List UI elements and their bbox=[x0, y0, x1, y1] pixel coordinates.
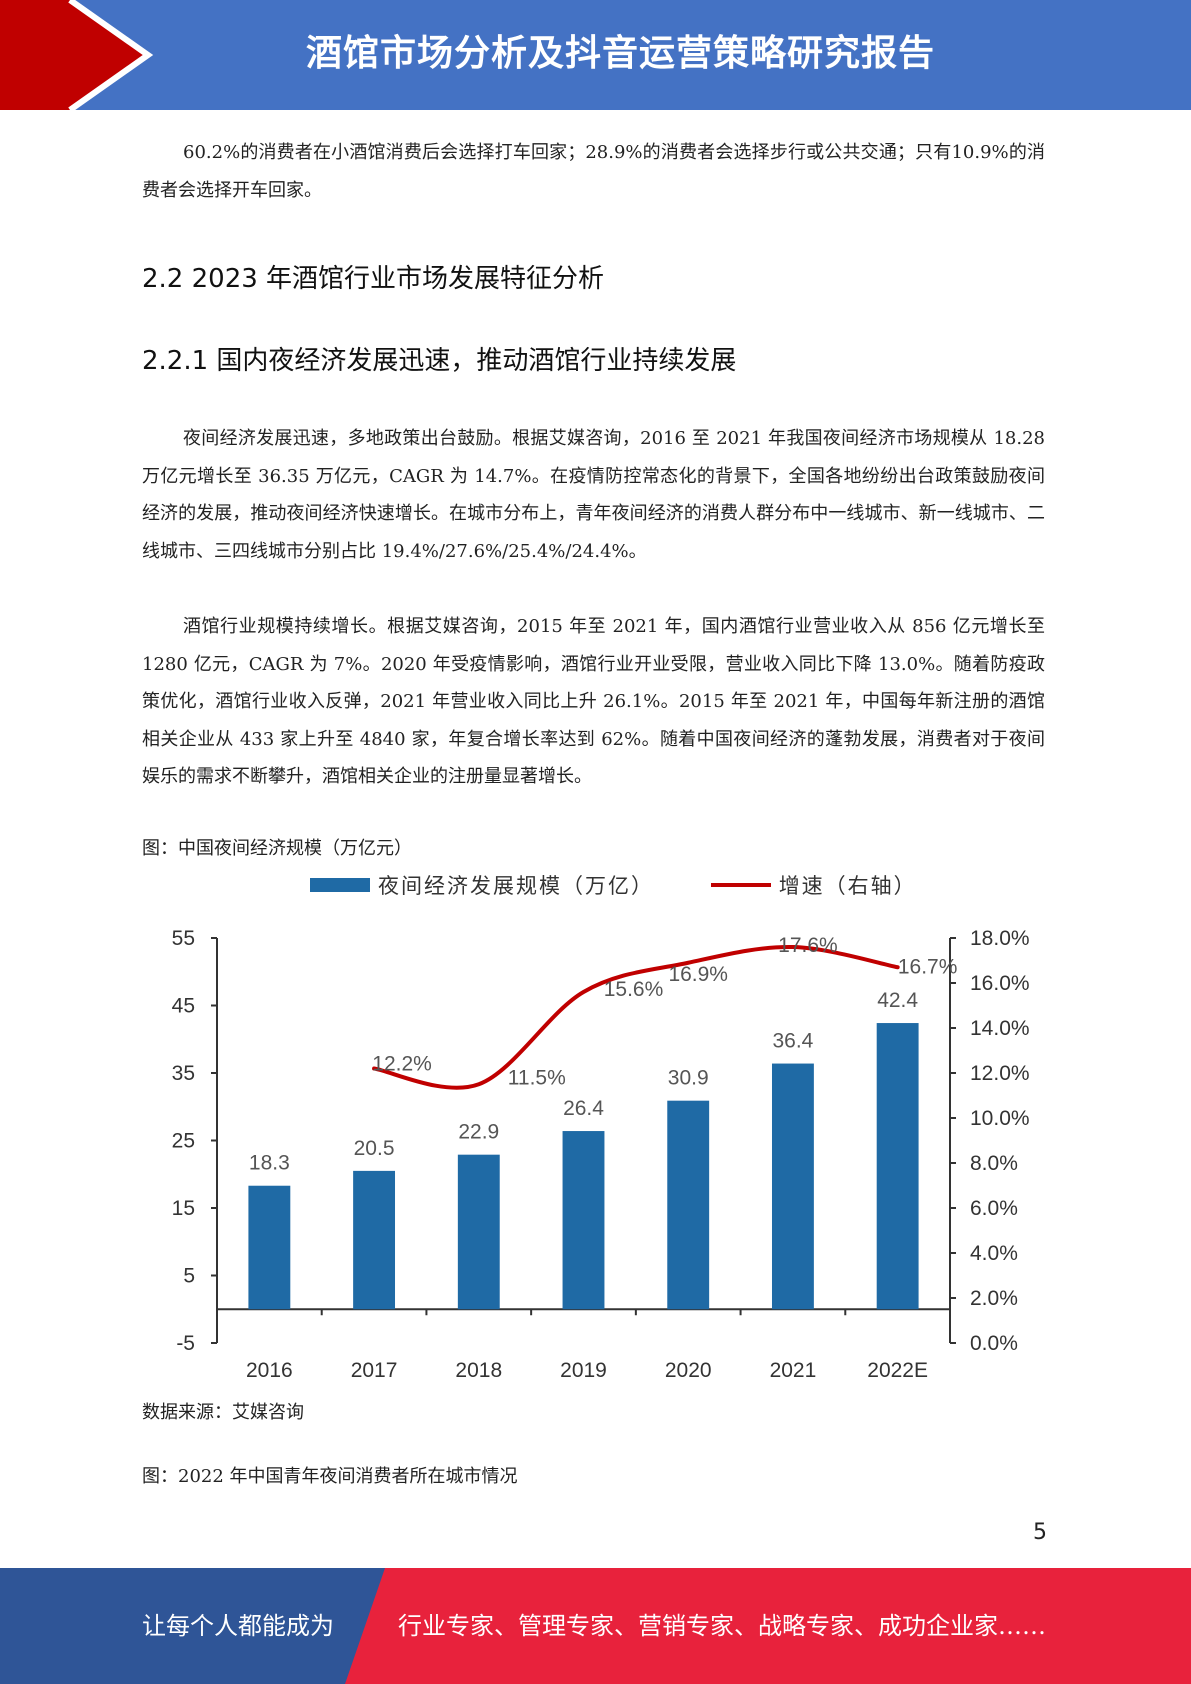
x-axis-tick-label: 2016 bbox=[246, 1359, 293, 1382]
bar-data-label: 26.4 bbox=[563, 1097, 604, 1120]
right-axis-tick-label: 16.0% bbox=[970, 972, 1030, 995]
footer-background bbox=[0, 1568, 1191, 1684]
header-arrow-decoration bbox=[0, 0, 154, 110]
bar-data-label: 30.9 bbox=[668, 1067, 709, 1090]
bar bbox=[667, 1100, 710, 1310]
chart-source: 数据来源：艾媒咨询 bbox=[142, 1402, 304, 1423]
x-axis-tick-label: 2020 bbox=[665, 1359, 712, 1382]
page-number: 5 bbox=[1033, 1520, 1047, 1545]
right-axis-tick-label: 2.0% bbox=[970, 1287, 1018, 1310]
left-axis-tick-label: -5 bbox=[176, 1332, 195, 1355]
bar bbox=[562, 1131, 605, 1310]
footer-slogan-left: 让每个人都能成为 bbox=[142, 1612, 334, 1640]
left-axis-tick-label: 55 bbox=[172, 927, 195, 950]
night-economy-chart: 55 45 35 25 15 5 -5 18.0% 16.0% 14.0% 12.0% 10.0% 8.… bbox=[172, 927, 1030, 1382]
figure-2-caption: 图：2022 年中国青年夜间消费者所在城市情况 bbox=[142, 1466, 518, 1487]
bar bbox=[353, 1170, 396, 1310]
bar-data-label: 18.3 bbox=[249, 1152, 290, 1175]
section-heading-container: 2.2 2023 年酒馆行业市场发展特征分析 bbox=[142, 258, 1045, 295]
bar bbox=[771, 1063, 814, 1310]
paragraph-1: 60.2%的消费者在小酒馆消费后会选择打车回家；28.9%的消费者会选择步行或公… bbox=[142, 142, 1045, 201]
right-axis-tick-label: 4.0% bbox=[970, 1242, 1018, 1265]
footer-slogan-right: 行业专家、管理专家、营销专家、战略专家、成功企业家…… bbox=[398, 1612, 1046, 1640]
legend-line-label: 增速（右轴） bbox=[778, 874, 917, 898]
growth-rate-data-label: 11.5% bbox=[508, 1066, 566, 1089]
left-axis-tick-label: 45 bbox=[172, 995, 195, 1018]
bar-data-label: 22.9 bbox=[458, 1121, 499, 1144]
growth-rate-data-label: 16.9% bbox=[668, 963, 728, 986]
growth-rate-data-label: 12.2% bbox=[372, 1053, 432, 1076]
paragraph-2: 夜间经济发展迅速，多地政策出台鼓励。根据艾媒咨询，2016 至 2021 年我国… bbox=[142, 428, 1045, 562]
growth-rate-data-label: 15.6% bbox=[604, 978, 664, 1001]
x-axis-tick-label: 2021 bbox=[770, 1359, 817, 1382]
chart-legend: 夜间经济发展规模（万亿） 增速（右轴） bbox=[310, 870, 917, 900]
page-footer: 让每个人都能成为 行业专家、管理专家、营销专家、战略专家、成功企业家…… bbox=[0, 1568, 1191, 1684]
legend-bar-swatch bbox=[310, 878, 370, 892]
x-axis-tick-label: 2018 bbox=[455, 1359, 502, 1382]
growth-rate-line bbox=[372, 944, 900, 1090]
growth-rate-data-label: 16.7% bbox=[898, 955, 958, 978]
left-axis-tick-label: 25 bbox=[172, 1130, 195, 1153]
right-axis-tick-label: 10.0% bbox=[970, 1107, 1030, 1130]
subsection-heading: 2.2.1 国内夜经济发展迅速，推动酒馆行业持续发展 bbox=[142, 346, 737, 376]
page-header: 酒馆市场分析及抖音运营策略研究报告 bbox=[0, 0, 1191, 110]
paragraph-1-container: 60.2%的消费者在小酒馆消费后会选择打车回家；28.9%的消费者会选择步行或公… bbox=[142, 134, 1045, 209]
x-axis-tick-label: 2017 bbox=[351, 1359, 398, 1382]
bar-data-label: 42.4 bbox=[877, 989, 918, 1012]
right-axis-tick-label: 8.0% bbox=[970, 1152, 1018, 1175]
bar bbox=[248, 1185, 291, 1310]
bar bbox=[457, 1154, 500, 1310]
right-axis-tick-label: 6.0% bbox=[970, 1197, 1018, 1220]
section-heading: 2.2 2023 年酒馆行业市场发展特征分析 bbox=[142, 264, 605, 294]
figure-caption: 图：中国夜间经济规模（万亿元） bbox=[142, 838, 412, 859]
left-axis-tick-label: 15 bbox=[172, 1197, 195, 1220]
legend-line-swatch bbox=[710, 883, 771, 887]
subsection-heading-container: 2.2.1 国内夜经济发展迅速，推动酒馆行业持续发展 bbox=[142, 340, 1045, 377]
right-axis-tick-label: 0.0% bbox=[970, 1332, 1018, 1355]
report-title: 酒馆市场分析及抖音运营策略研究报告 bbox=[305, 33, 935, 74]
right-axis-tick-label: 18.0% bbox=[970, 927, 1030, 950]
x-axis-tick-label: 2022E bbox=[867, 1359, 928, 1382]
x-axis-tick-label: 2019 bbox=[560, 1359, 607, 1382]
bar-data-label: 36.4 bbox=[772, 1030, 813, 1053]
paragraph-3: 酒馆行业规模持续增长。根据艾媒咨询，2015 年至 2021 年，国内酒馆行业营… bbox=[142, 616, 1045, 787]
growth-rate-data-label: 17.6% bbox=[778, 934, 838, 957]
paragraph-2-container: 夜间经济发展迅速，多地政策出台鼓励。根据艾媒咨询，2016 至 2021 年我国… bbox=[142, 420, 1045, 570]
bar bbox=[876, 1023, 919, 1310]
legend-bar-label: 夜间经济发展规模（万亿） bbox=[378, 874, 654, 898]
paragraph-3-container: 酒馆行业规模持续增长。根据艾媒咨询，2015 年至 2021 年，国内酒馆行业营… bbox=[142, 608, 1045, 796]
left-axis-tick-label: 35 bbox=[172, 1062, 195, 1085]
bar-data-label: 20.5 bbox=[354, 1137, 395, 1160]
left-axis-tick-label: 5 bbox=[183, 1265, 195, 1288]
right-axis-tick-label: 12.0% bbox=[970, 1062, 1030, 1085]
right-axis-tick-label: 14.0% bbox=[970, 1017, 1030, 1040]
